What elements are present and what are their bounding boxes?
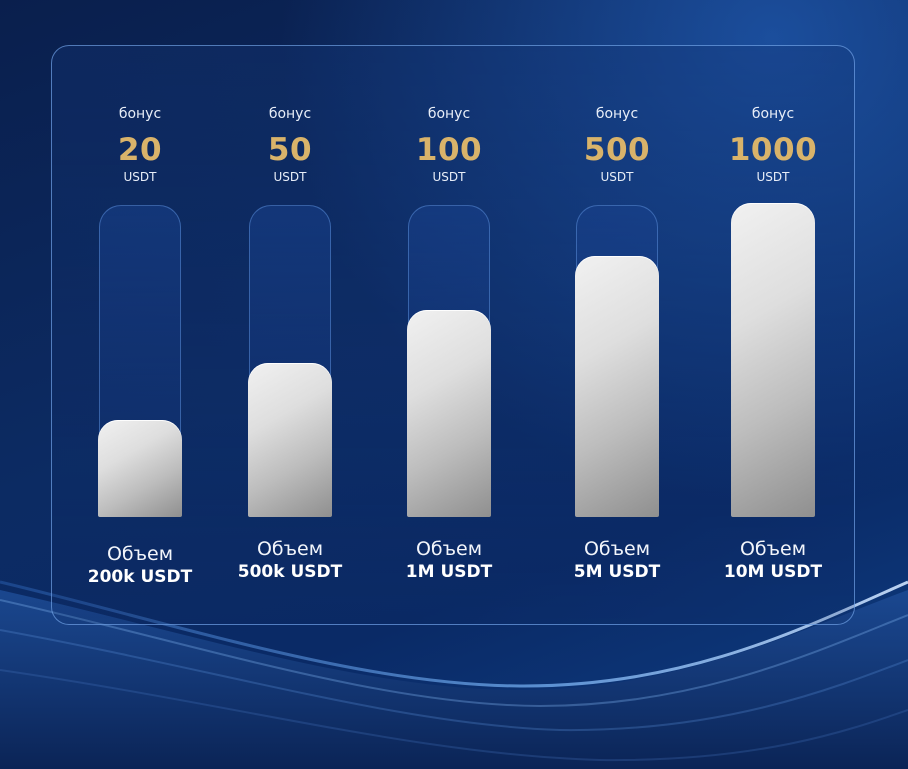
volume-value: 1M USDT	[405, 562, 493, 582]
bonus-label: бонус	[427, 106, 471, 122]
volume-label: Объем	[415, 538, 483, 560]
bar-column: бонус 1000 USDT Объем 10M USDT	[693, 0, 853, 769]
volume-value: 10M USDT	[723, 562, 823, 582]
bonus-unit: USDT	[756, 170, 790, 184]
bar	[731, 203, 815, 517]
bar	[248, 363, 332, 517]
volume-value: 500k USDT	[237, 562, 343, 582]
bonus-label: бонус	[751, 106, 795, 122]
bonus-value: 500	[583, 132, 651, 168]
bar	[407, 310, 491, 517]
bar-column: бонус 20 USDT Объем 200k USDT	[60, 0, 220, 769]
bonus-value: 1000	[728, 132, 818, 168]
volume-label: Объем	[583, 538, 651, 560]
volume-label: Объем	[739, 538, 807, 560]
bonus-label: бонус	[268, 106, 312, 122]
bar-column: бонус 100 USDT Объем 1M USDT	[369, 0, 529, 769]
bonus-unit: USDT	[432, 170, 466, 184]
volume-value: 200k USDT	[87, 567, 193, 587]
bar-column: бонус 500 USDT Объем 5M USDT	[537, 0, 697, 769]
bonus-value: 20	[117, 132, 163, 168]
bonus-value: 50	[267, 132, 313, 168]
volume-label: Объем	[256, 538, 324, 560]
bonus-label: бонус	[118, 106, 162, 122]
volume-label: Объем	[106, 543, 174, 565]
bonus-label: бонус	[595, 106, 639, 122]
bonus-unit: USDT	[273, 170, 307, 184]
bar	[575, 256, 659, 517]
bar-column: бонус 50 USDT Объем 500k USDT	[210, 0, 370, 769]
background-waves	[0, 580, 908, 769]
bonus-value: 100	[415, 132, 483, 168]
volume-value: 5M USDT	[573, 562, 661, 582]
bonus-unit: USDT	[123, 170, 157, 184]
bonus-unit: USDT	[600, 170, 634, 184]
bar	[98, 420, 182, 517]
